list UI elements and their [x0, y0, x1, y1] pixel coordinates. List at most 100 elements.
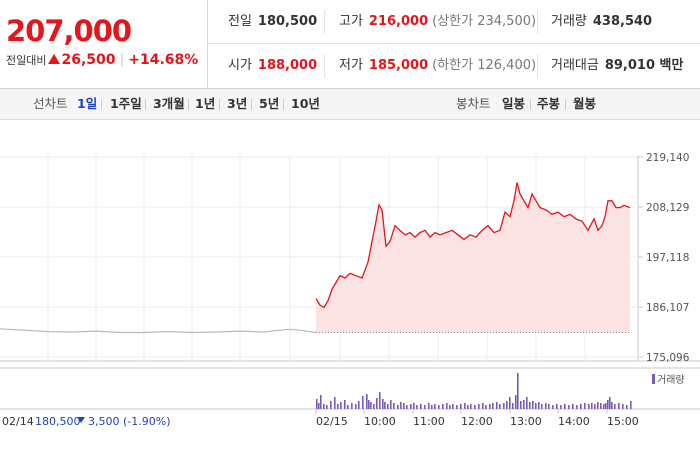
- volume-bar: [456, 405, 458, 409]
- period-5y[interactable]: 5년: [259, 96, 280, 111]
- volume-bar: [611, 402, 613, 409]
- volume-bar: [594, 404, 596, 409]
- up-arrow-icon: [48, 54, 61, 64]
- volume-bar: [523, 400, 525, 409]
- volume-bar: [474, 405, 476, 409]
- volume-bar: [600, 403, 602, 409]
- divider: |: [119, 52, 125, 68]
- down-arrow-icon: [77, 417, 85, 423]
- volume-bar: [492, 403, 494, 409]
- divider: [324, 10, 325, 34]
- volume-bar: [485, 405, 487, 409]
- period-1y[interactable]: 1년: [195, 96, 216, 111]
- divider: [537, 10, 538, 34]
- volume-bar: [597, 402, 599, 409]
- volume-bar: [410, 404, 412, 409]
- volume-bar: [572, 404, 574, 409]
- volume-bar: [609, 397, 611, 409]
- divider: [537, 54, 538, 78]
- volume-bar: [535, 403, 537, 409]
- volume-bar: [424, 405, 426, 409]
- candle-monthly[interactable]: 월봉: [573, 96, 597, 111]
- volume-bar: [470, 404, 472, 409]
- period-3y[interactable]: 3년: [227, 96, 248, 111]
- volume-bar: [591, 403, 593, 409]
- price-area: [316, 182, 630, 333]
- volume-bar: [509, 397, 511, 409]
- volume-bar: [489, 404, 491, 409]
- volume-bar: [512, 403, 514, 409]
- candle-daily[interactable]: 일봉: [502, 96, 526, 111]
- prev-close: 전일 180,500: [228, 14, 318, 29]
- volume-bar: [382, 399, 384, 409]
- prev-change-label: 3,500 (-1.90%): [88, 415, 170, 428]
- change-percent: +14.68%: [128, 52, 199, 68]
- volume-bar: [517, 373, 519, 409]
- volume-bar: [431, 405, 433, 409]
- volume-bar: [605, 403, 607, 409]
- volume-bar: [334, 397, 336, 409]
- x-tick-label: 13:00: [510, 415, 542, 428]
- prev-day-line: [0, 328, 317, 334]
- y-tick-label: 186,107: [646, 302, 689, 314]
- y-tick-label: 219,140: [646, 152, 689, 164]
- volume-bar: [366, 394, 368, 409]
- volume-bar: [330, 401, 332, 409]
- volume-bar: [428, 403, 430, 409]
- quote-header: 207,000 전일대비 26,500 | +14.68% 전일 180,500 고가 2…: [0, 0, 700, 89]
- candle-weekly[interactable]: 주봉: [537, 96, 561, 111]
- volume-bar: [376, 398, 378, 409]
- period-3m[interactable]: 3개월: [153, 96, 185, 111]
- period-10y[interactable]: 10년: [291, 96, 320, 111]
- volume-bar: [323, 404, 325, 409]
- volume-bar: [413, 403, 415, 409]
- price-change: 전일대비 26,500 | +14.68%: [6, 52, 198, 68]
- volume-bar: [580, 404, 582, 409]
- volume-bar: [499, 404, 501, 409]
- volume-bar: [529, 402, 531, 409]
- volume-bar: [588, 404, 590, 409]
- y-tick-label: 175,096: [646, 352, 690, 364]
- x-tick-label: 02/15: [316, 415, 348, 428]
- volume-bar: [467, 405, 469, 409]
- volume-legend-label: 거래량: [657, 374, 685, 386]
- volume-bar: [358, 401, 360, 409]
- volume-legend-swatch: [652, 374, 655, 384]
- volume-bar: [318, 403, 320, 409]
- volume-bar: [541, 404, 543, 409]
- volume-bar: [337, 404, 339, 409]
- x-tick-label: 10:00: [364, 415, 396, 428]
- y-tick-label: 208,129: [646, 202, 689, 214]
- volume-bar: [397, 405, 399, 409]
- prev-date-label: 02/14: [2, 415, 34, 428]
- volume-bar: [362, 396, 364, 409]
- period-1w[interactable]: 1주일: [110, 96, 142, 111]
- period-1d[interactable]: 1일: [77, 96, 98, 111]
- volume-bar: [340, 402, 342, 409]
- candle-chart-label: 봉차트: [456, 96, 491, 111]
- volume-bar: [526, 397, 528, 409]
- volume-bar: [379, 392, 381, 409]
- volume-bar: [442, 404, 444, 409]
- volume-bar: [607, 400, 609, 409]
- y-tick-label: 197,118: [646, 252, 689, 264]
- volume-bar: [568, 405, 570, 409]
- volume-bar: [576, 405, 578, 409]
- volume-bar: [316, 399, 318, 409]
- prev-day-summary: 02/14 180,500 3,500 (-1.90%): [2, 415, 170, 428]
- volume-bar: [438, 405, 440, 409]
- volume-bar: [482, 403, 484, 409]
- volume-bar: [416, 405, 418, 409]
- volume-bar: [622, 404, 624, 409]
- volume-bar: [373, 404, 375, 409]
- volume-bar: [548, 404, 550, 409]
- x-tick-label: 15:00: [607, 415, 639, 428]
- volume-bar: [370, 402, 372, 409]
- current-price: 207,000: [6, 14, 132, 48]
- volume-bar: [614, 404, 616, 409]
- volume: 거래량 438,540: [551, 14, 653, 29]
- volume-bar: [390, 400, 392, 409]
- volume-bar: [545, 403, 547, 409]
- prev-price-label: 180,500: [35, 415, 81, 428]
- divider: [324, 54, 325, 78]
